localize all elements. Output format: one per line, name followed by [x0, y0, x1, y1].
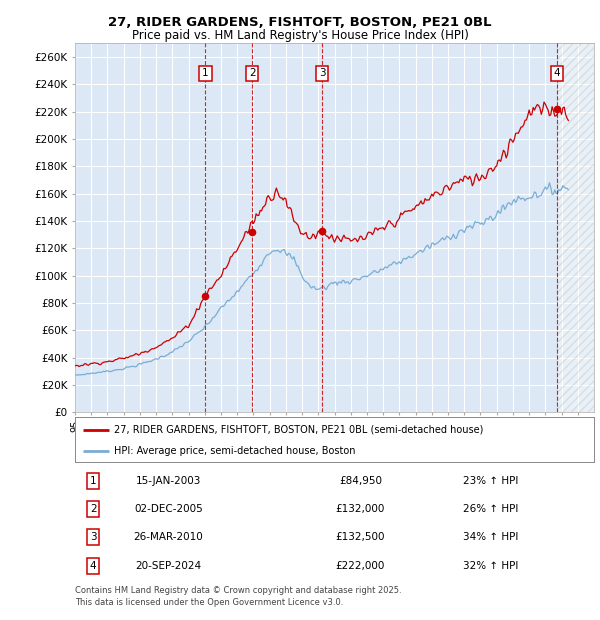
Text: 20-SEP-2024: 20-SEP-2024 — [136, 560, 202, 570]
Text: £222,000: £222,000 — [336, 560, 385, 570]
Text: 34% ↑ HPI: 34% ↑ HPI — [463, 533, 518, 542]
Text: 3: 3 — [319, 68, 325, 79]
Text: 1: 1 — [202, 68, 209, 79]
Text: £132,000: £132,000 — [336, 504, 385, 514]
Text: 26% ↑ HPI: 26% ↑ HPI — [463, 504, 518, 514]
Text: 26-MAR-2010: 26-MAR-2010 — [134, 533, 203, 542]
Text: 02-DEC-2005: 02-DEC-2005 — [134, 504, 203, 514]
Text: 2: 2 — [90, 504, 97, 514]
Text: 15-JAN-2003: 15-JAN-2003 — [136, 476, 201, 486]
Text: HPI: Average price, semi-detached house, Boston: HPI: Average price, semi-detached house,… — [114, 446, 355, 456]
Bar — [557, 43, 594, 412]
Text: Contains HM Land Registry data © Crown copyright and database right 2025.
This d: Contains HM Land Registry data © Crown c… — [75, 586, 401, 607]
Text: 32% ↑ HPI: 32% ↑ HPI — [463, 560, 518, 570]
Text: 4: 4 — [554, 68, 560, 79]
Text: 1: 1 — [90, 476, 97, 486]
Text: 27, RIDER GARDENS, FISHTOFT, BOSTON, PE21 0BL (semi-detached house): 27, RIDER GARDENS, FISHTOFT, BOSTON, PE2… — [114, 425, 484, 435]
Text: 27, RIDER GARDENS, FISHTOFT, BOSTON, PE21 0BL: 27, RIDER GARDENS, FISHTOFT, BOSTON, PE2… — [108, 16, 492, 29]
Text: 3: 3 — [90, 533, 97, 542]
Text: £84,950: £84,950 — [339, 476, 382, 486]
Text: 2: 2 — [249, 68, 256, 79]
Text: 4: 4 — [90, 560, 97, 570]
Text: £132,500: £132,500 — [336, 533, 385, 542]
Text: 23% ↑ HPI: 23% ↑ HPI — [463, 476, 518, 486]
Text: Price paid vs. HM Land Registry's House Price Index (HPI): Price paid vs. HM Land Registry's House … — [131, 29, 469, 42]
